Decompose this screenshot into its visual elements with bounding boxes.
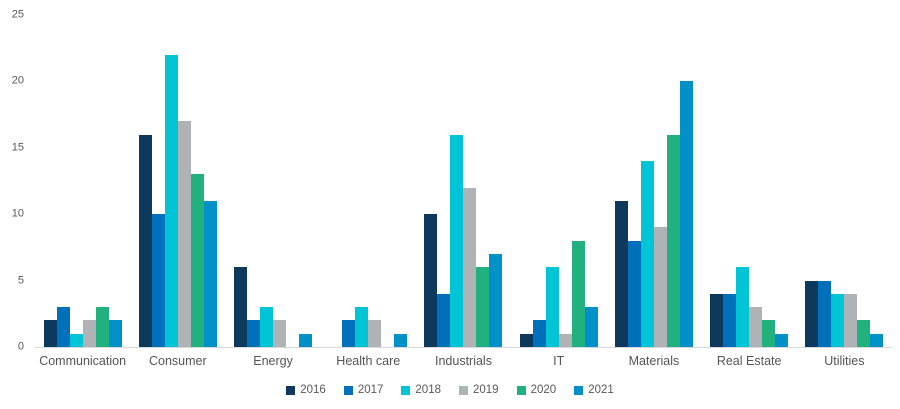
legend-swatch-icon [343, 386, 353, 396]
legend-swatch-icon [286, 386, 296, 396]
legend-label: 2021 [588, 384, 614, 396]
bar-2019-industrials [463, 187, 477, 347]
x-axis-label: IT [553, 354, 565, 368]
bar-2016-industrials [424, 214, 438, 347]
bar-2018-health-care [355, 307, 369, 347]
y-axis-tick-label: 15 [11, 141, 24, 154]
x-axis-label: Consumer [148, 354, 207, 368]
bar-2021-utilities [870, 333, 884, 347]
bar-2017-industrials [437, 293, 451, 347]
bar-2021-it [584, 307, 598, 347]
bar-2019-consumer [177, 121, 191, 347]
bar-2021-materials [679, 81, 693, 347]
legend-item-2017: 2017 [343, 384, 384, 397]
legend-item-2021: 2021 [574, 384, 614, 397]
bar-2021-consumer [203, 200, 217, 347]
bar-2019-it [558, 333, 572, 347]
bar-2016-materials [614, 200, 628, 347]
bar-group-utilities [797, 15, 892, 347]
bar-2019-materials [653, 227, 667, 347]
plot-area [35, 15, 892, 348]
y-axis-tick-label: 5 [17, 274, 24, 287]
x-axis-label: Utilities [824, 354, 865, 368]
bar-2021-communication [108, 320, 122, 347]
legend-item-2019: 2019 [459, 384, 499, 397]
bar-2019-real-estate [749, 307, 763, 347]
bar-2019-energy [273, 320, 287, 347]
bar-2020-consumer [190, 174, 204, 347]
x-axis-label: Materials [628, 354, 680, 368]
bar-2021-industrials [489, 254, 503, 347]
bar-2021-energy [299, 333, 313, 347]
bar-group-communication [35, 15, 130, 347]
bar-2019-utilities [844, 293, 858, 347]
bar-2016-energy [234, 267, 248, 347]
legend-swatch-icon [516, 386, 526, 396]
bar-2018-utilities [831, 293, 845, 347]
bar-2017-utilities [818, 280, 832, 347]
bar-2016-consumer [138, 134, 152, 347]
bar-2017-materials [627, 240, 641, 347]
bar-group-energy [225, 15, 320, 347]
y-axis-tick-label: 10 [11, 207, 24, 220]
bar-2019-health-care [368, 320, 382, 347]
legend-item-2018: 2018 [401, 384, 441, 397]
bar-2018-consumer [164, 54, 178, 347]
bar-2020-industrials [476, 267, 490, 347]
bar-2018-materials [640, 161, 654, 347]
bar-2017-energy [247, 320, 261, 347]
bar-2019-communication [82, 320, 96, 347]
bar-2021-real-estate [775, 333, 789, 347]
legend-label: 2016 [300, 384, 326, 396]
x-axis-label: Energy [253, 354, 293, 368]
bar-group-consumer [130, 15, 225, 347]
bar-2016-it [519, 333, 533, 347]
bar-group-industrials [416, 15, 511, 347]
x-axis-labels: Communication Consumer Energy Health care In… [35, 354, 892, 368]
bar-2018-real-estate [736, 267, 750, 347]
y-axis-tick-label: 25 [11, 8, 24, 21]
x-axis-label: Health care [336, 354, 401, 368]
y-axis: 0 5 10 15 20 25 [0, 9, 28, 352]
x-axis-label: Real Estate [716, 354, 782, 368]
bar-2018-energy [260, 307, 274, 347]
bar-2020-utilities [857, 320, 871, 347]
bar-2020-real-estate [762, 320, 776, 347]
bar-2017-communication [56, 307, 70, 347]
bar-2020-materials [666, 134, 680, 347]
bar-2016-communication [43, 320, 57, 347]
bar-group-materials [606, 15, 701, 347]
legend-label: 2019 [473, 384, 499, 396]
bar-2017-real-estate [723, 293, 737, 347]
y-axis-tick-label: 20 [11, 74, 24, 87]
legend-swatch-icon [574, 386, 584, 396]
legend-item-2020: 2020 [516, 384, 557, 397]
bar-2016-utilities [805, 280, 819, 347]
legend-swatch-icon [459, 386, 468, 396]
x-axis-label: Communication [39, 354, 127, 368]
legend-label: 2017 [357, 384, 384, 396]
y-axis-tick-label: 0 [17, 340, 24, 353]
bar-group-it [511, 15, 606, 347]
bar-2020-communication [95, 307, 109, 347]
x-axis-label: Industrials [434, 354, 492, 368]
bar-2017-consumer [151, 214, 165, 347]
bar-2021-health-care [394, 333, 408, 347]
bar-2018-it [545, 267, 559, 347]
bar-2016-real-estate [710, 293, 724, 347]
legend-swatch-icon [401, 386, 411, 396]
legend-label: 2018 [415, 384, 441, 396]
bar-2018-communication [69, 333, 83, 347]
bar-group-health-care [321, 15, 416, 347]
bar-2017-it [532, 320, 546, 347]
legend-item-2016: 2016 [286, 384, 326, 397]
legend-label: 2020 [530, 384, 557, 396]
bar-2017-health-care [342, 320, 356, 347]
legend: 2016 2017 2018 2019 2020 2021 [0, 384, 900, 397]
bar-2020-it [571, 240, 585, 347]
bar-2018-industrials [450, 134, 464, 347]
bar-group-real-estate [702, 15, 797, 347]
